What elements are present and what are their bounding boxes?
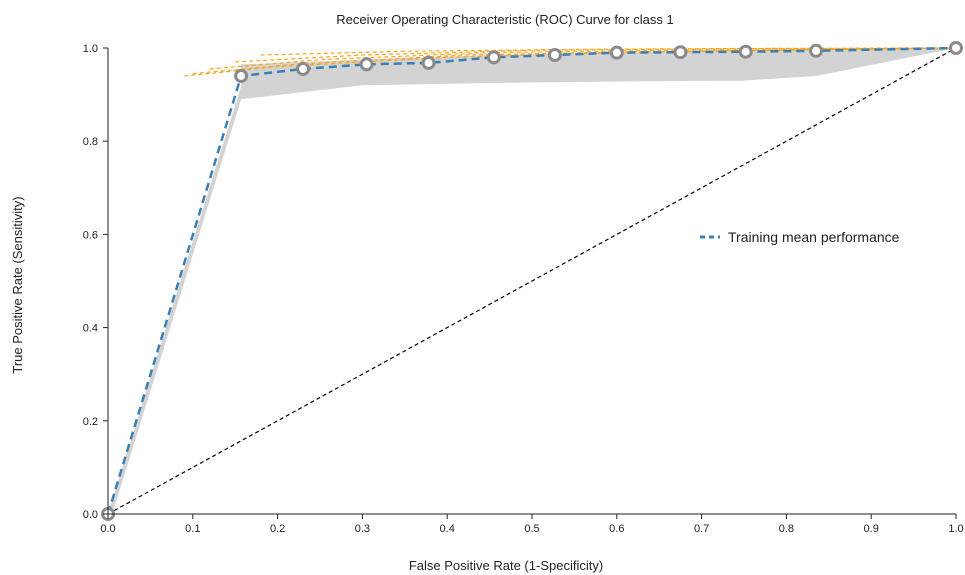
x-tick-label-10: 1.0 [948,523,963,535]
data-point-3 [296,61,311,76]
data-point-10 [738,44,753,59]
x-tick-label-2: 0.2 [270,523,285,535]
x-tick-label-6: 0.6 [609,523,624,535]
x-axis-title: False Positive Rate (1-Specificity) [409,558,603,573]
confidence-band [241,48,957,100]
x-tick-label-0: 0.0 [100,523,115,535]
x-tick-label-9: 0.9 [864,523,879,535]
x-tick-label-4: 0.4 [440,523,455,535]
x-tick-label-5: 0.5 [524,523,539,535]
data-point-5 [421,55,436,70]
data-point-11 [809,43,824,58]
series-layer [101,41,963,521]
y-axis-title: True Positive Rate (Sensitivity) [10,196,25,373]
x-tick-label-7: 0.7 [694,523,709,535]
series-line-training [106,46,957,515]
x-tick-label-1: 0.1 [185,523,200,535]
data-point-8 [609,45,624,60]
data-point-6 [486,50,501,65]
data-point-7 [547,47,562,62]
ticks-layer: 0.0 0.1 0.2 0.3 0.4 0.5 0.6 0.7 0.8 0.9 1.0 0.0 0.2 0… [83,43,964,535]
x-tick-label-3: 0.3 [355,523,370,535]
legend: Training mean performance [700,229,900,245]
y-tick-label-4: 0.8 [83,136,98,148]
y-tick-label-1: 0.2 [83,416,98,428]
x-tick-label-8: 0.8 [779,523,794,535]
reference-diagonal-line [107,47,957,515]
legend-label-training: Training mean performance [728,229,900,245]
data-point-9 [673,45,688,60]
data-point-12 [949,41,963,55]
data-point-4 [359,57,374,72]
y-tick-label-3: 0.6 [83,229,98,241]
y-tick-label-2: 0.4 [83,323,98,335]
reference-line-layer [107,47,957,515]
chart-title: Receiver Operating Characteristic (ROC) … [336,12,673,27]
y-tick-label-0: 0.0 [83,509,98,521]
y-tick-label-5: 1.0 [83,43,98,55]
fold-curve-5 [192,47,957,75]
data-point-2 [234,68,249,83]
